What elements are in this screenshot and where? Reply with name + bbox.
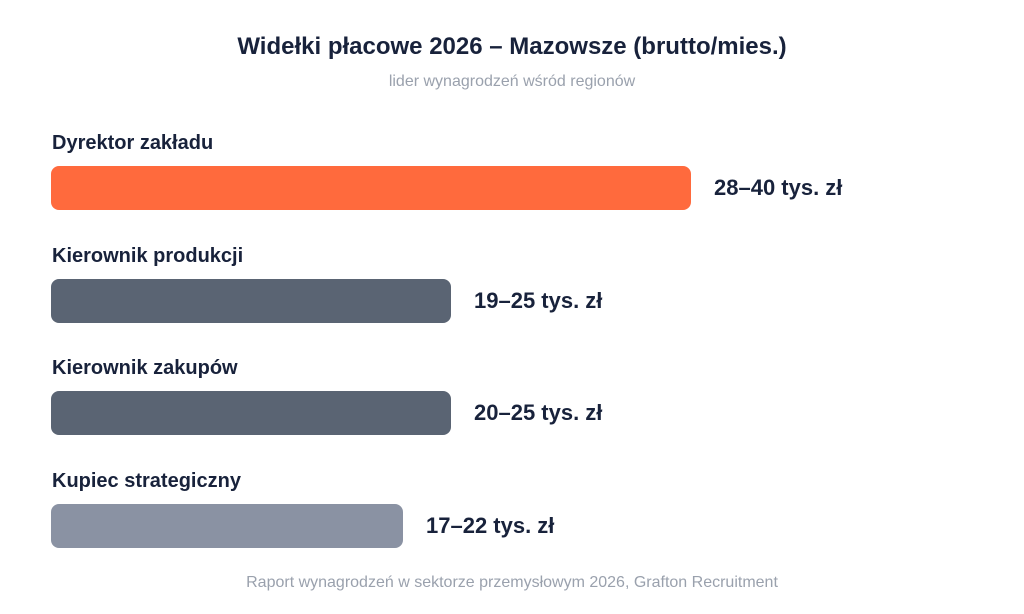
value-label: 17–22 tys. zł [426, 513, 555, 538]
category-label: Kierownik produkcji [52, 244, 244, 267]
salary-bar [51, 166, 691, 210]
value-label: 28–40 tys. zł [714, 175, 843, 200]
chart-source-footer: Raport wynagrodzeń w sektorze przemysłow… [246, 574, 778, 591]
category-label: Kupiec strategiczny [52, 470, 241, 492]
chart-title: Widełki płacowe 2026 – Mazowsze (brutto/… [237, 33, 787, 60]
salary-bar [51, 391, 451, 436]
category-label: Dyrektor zakładu [52, 132, 214, 154]
value-label: 20–25 tys. zł [474, 400, 603, 426]
salary-bar [51, 278, 451, 323]
chart-subtitle: lider wynagrodzeń wśród regionów [388, 73, 636, 90]
salary-bar [51, 504, 403, 548]
category-label: Kierownik zakupów [52, 357, 238, 380]
value-label: 19–25 tys. zł [474, 287, 603, 313]
